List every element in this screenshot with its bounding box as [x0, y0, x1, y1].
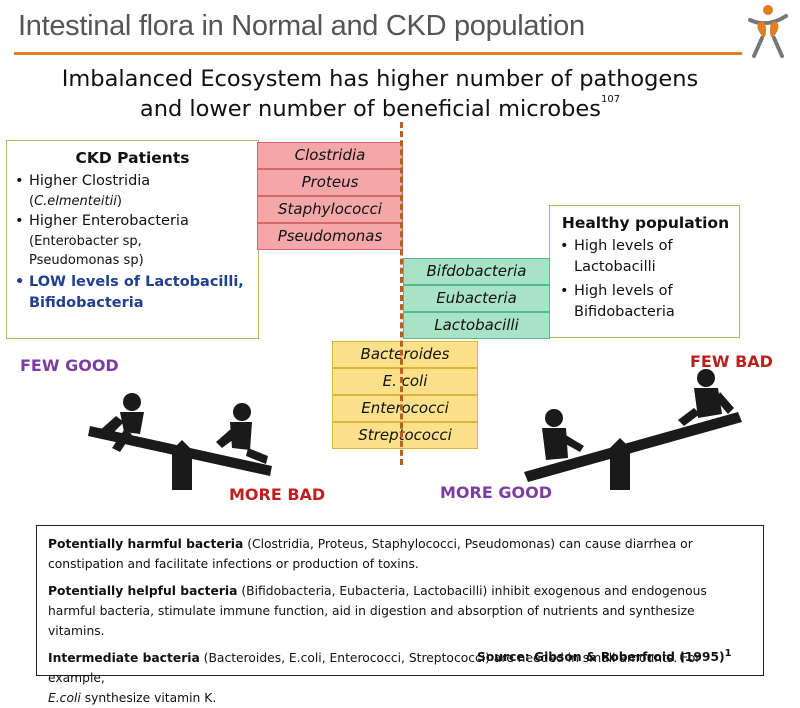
healthy-item-lactobacilli: • High levels of Lactobacilli: [560, 238, 673, 275]
headline-line-1: Imbalanced Ecosystem has higher number o…: [61, 66, 699, 92]
note-helpful: Potentially helpful bacteria (Bifidobact…: [48, 584, 707, 638]
kidney-figure-logo-icon: [748, 5, 788, 58]
harmful-strip-clostridia: Clostridia: [257, 142, 403, 169]
harmful-strip-proteus: Proteus: [257, 169, 403, 196]
healthy-population-card: Healthy population • High levels of Lactob…: [549, 205, 740, 338]
intermediate-strip-streptococci: Streptococci: [332, 422, 478, 449]
intermediate-strip-enterococci: Enterococci: [332, 395, 478, 422]
healthy-item-bifidobacteria: • High levels of Bifidobacteria: [560, 283, 675, 320]
label-few-bad: FEW BAD: [690, 352, 773, 371]
ckd-card-title: CKD Patients: [75, 149, 190, 167]
left-seesaw-icon: [88, 393, 272, 490]
helpful-strip-bifdobacteria: Bifdobacteria: [403, 258, 550, 285]
helpful-strip-eubacteria: Eubacteria: [403, 285, 550, 312]
harmful-strip-staphylococci: Staphylococci: [257, 196, 403, 223]
ckd-item-enterobacteria: • Higher Enterobacteria (Enterobacter sp,…: [15, 213, 189, 268]
ckd-item-clostridia: • Higher Clostridia (C.elmenteitii): [13, 171, 252, 211]
healthy-card-title: Healthy population: [561, 214, 730, 232]
label-more-good: MORE GOOD: [440, 483, 552, 502]
headline-line-2-text: and lower number of beneficial microbes: [139, 96, 601, 122]
label-more-bad: MORE BAD: [229, 485, 326, 504]
headline-reference: 107: [600, 94, 621, 105]
right-seesaw-icon: [524, 369, 742, 490]
source-citation: Source: Gibson & Roberfroid (1995)1: [477, 648, 732, 664]
headline-line-2: and lower number of beneficial microbes1…: [0, 94, 760, 122]
note-harmful: Potentially harmful bacteria (Clostridia…: [48, 537, 693, 571]
harmful-strip-pseudomonas: Pseudomonas: [257, 223, 403, 250]
ckd-item-low-levels: • LOW levels of Lactobacilli, Bifidobacter…: [15, 274, 244, 311]
title-underline: [14, 52, 742, 55]
ckd-patients-card: CKD Patients • Higher Clostridia (C.elmen…: [6, 140, 259, 339]
intermediate-strip-ecoli: E. coli: [332, 368, 478, 395]
label-few-good: FEW GOOD: [20, 356, 119, 375]
helpful-strip-lactobacilli: Lactobacilli: [403, 312, 550, 339]
ckd-item-clostridia-species: (C.elmenteitii): [29, 194, 122, 209]
balance-divider-line: [400, 122, 403, 465]
slide-title: Intestinal flora in Normal and CKD popul…: [18, 10, 585, 42]
intermediate-strip-bacteroides: Bacteroides: [332, 341, 478, 368]
bacteria-notes-box: Potentially harmful bacteria (Clostridia…: [36, 525, 764, 705]
